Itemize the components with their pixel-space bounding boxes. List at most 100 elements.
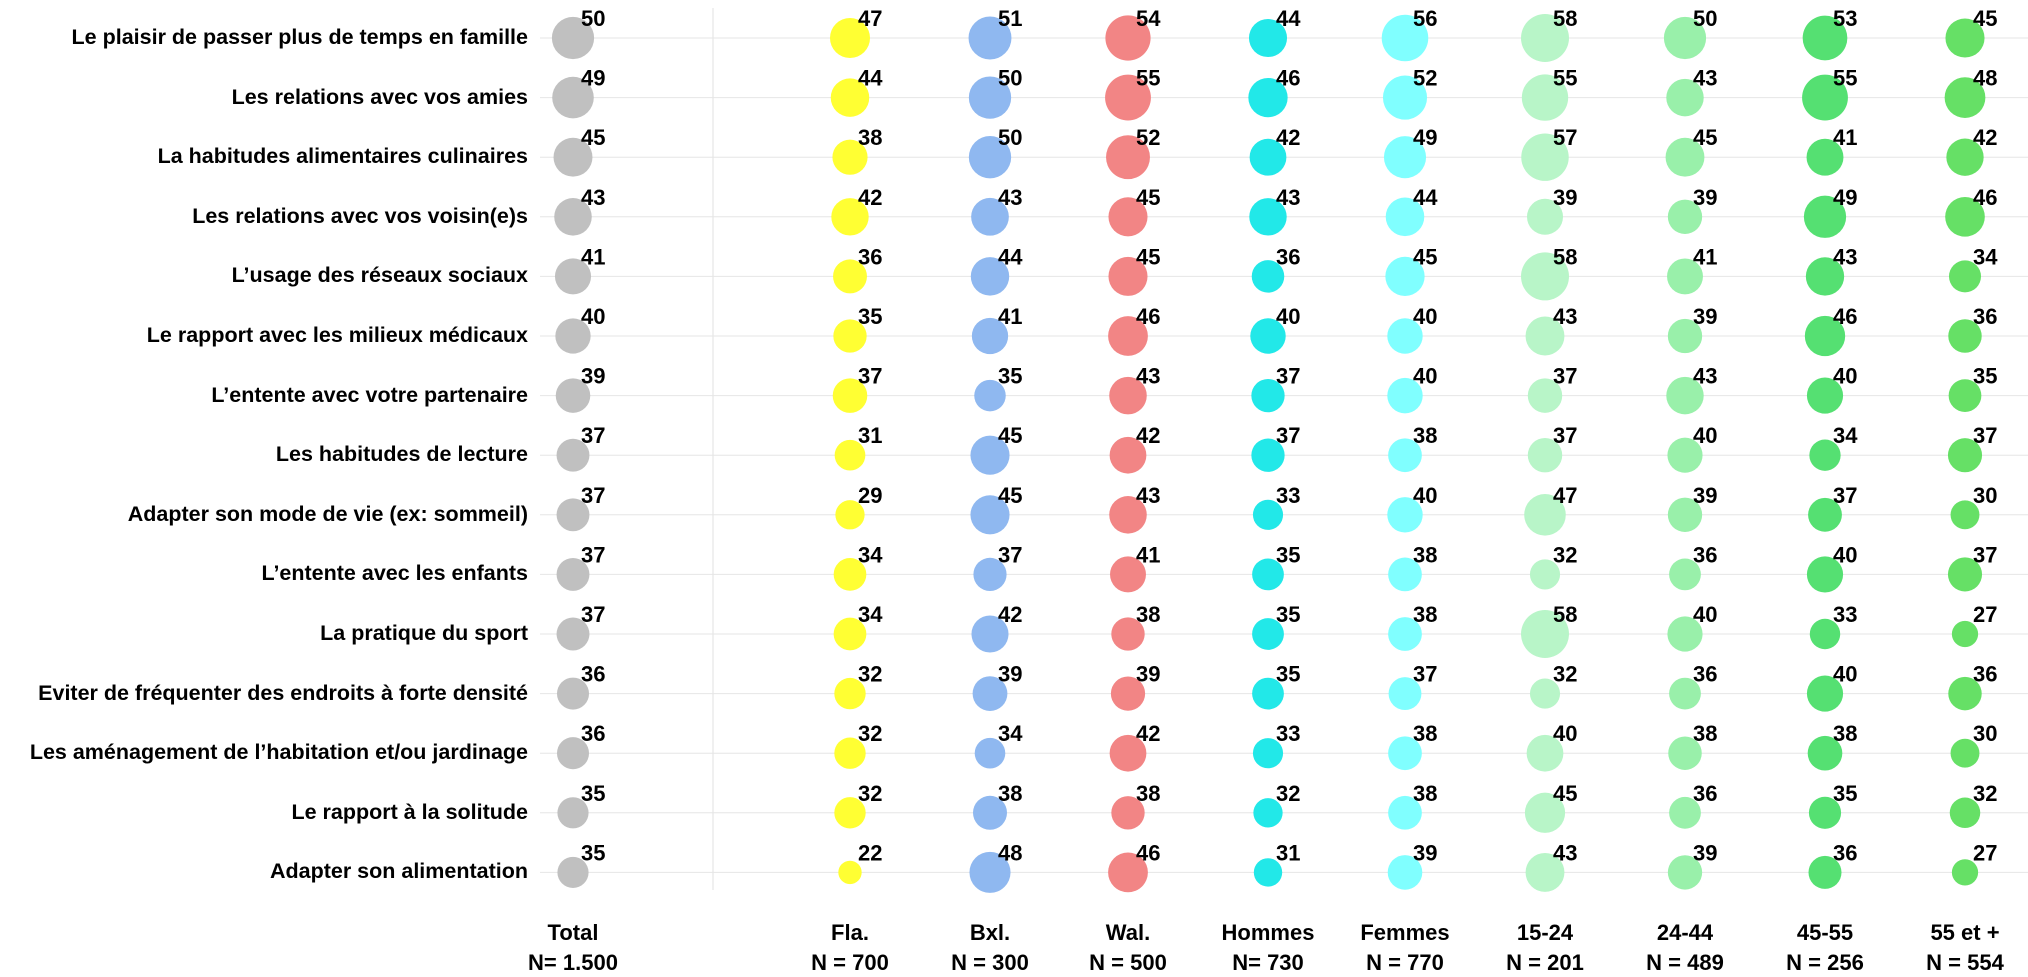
value-label: 32 bbox=[1276, 781, 1300, 806]
column-n: N = 201 bbox=[1506, 950, 1584, 975]
value-label: 22 bbox=[858, 840, 882, 865]
value-label: 37 bbox=[581, 542, 605, 567]
value-label: 39 bbox=[1136, 662, 1160, 687]
column-n: N = 770 bbox=[1366, 950, 1444, 975]
row-label: L’entente avec les enfants bbox=[261, 561, 528, 586]
value-label: 39 bbox=[581, 364, 605, 389]
bubble bbox=[1381, 14, 1429, 62]
value-label: 54 bbox=[1136, 6, 1161, 31]
value-label: 45 bbox=[1136, 244, 1160, 269]
column-n: N = 500 bbox=[1089, 950, 1167, 975]
column-name: 15-24 bbox=[1517, 920, 1574, 945]
row-label: La habitudes alimentaires culinaires bbox=[157, 144, 528, 169]
value-label: 42 bbox=[1136, 423, 1160, 448]
row-label: Le rapport à la solitude bbox=[291, 799, 528, 824]
value-label: 45 bbox=[1413, 244, 1437, 269]
value-label: 32 bbox=[858, 781, 882, 806]
row-label: L’usage des réseaux sociaux bbox=[231, 263, 528, 288]
value-label: 43 bbox=[1693, 364, 1717, 389]
bubble bbox=[1524, 494, 1566, 536]
bubble bbox=[1945, 196, 1985, 237]
bubble bbox=[1385, 256, 1425, 297]
value-label: 37 bbox=[1833, 483, 1857, 508]
bubble bbox=[1253, 798, 1283, 828]
bubble bbox=[1950, 500, 1980, 530]
bubble bbox=[556, 498, 590, 532]
bubble bbox=[1529, 678, 1561, 709]
bubble bbox=[970, 495, 1010, 535]
value-label: 42 bbox=[1276, 125, 1300, 150]
bubble bbox=[1524, 792, 1566, 833]
value-label: 43 bbox=[998, 185, 1022, 210]
bubble bbox=[833, 259, 867, 294]
value-label: 36 bbox=[1833, 840, 1857, 865]
value-label: 36 bbox=[1693, 542, 1717, 567]
bubble bbox=[1521, 14, 1569, 62]
value-label: 43 bbox=[1553, 304, 1577, 329]
bubble bbox=[1106, 135, 1150, 180]
bubble bbox=[1525, 852, 1565, 892]
value-label: 46 bbox=[1276, 66, 1300, 91]
value-label: 55 bbox=[1553, 66, 1577, 91]
value-label: 32 bbox=[1553, 662, 1577, 687]
bubble bbox=[1809, 439, 1841, 471]
bubble bbox=[968, 76, 1012, 119]
value-label: 37 bbox=[1553, 364, 1577, 389]
value-label: 27 bbox=[1973, 602, 1997, 627]
bubble bbox=[1105, 15, 1151, 61]
value-label: 40 bbox=[1833, 542, 1857, 567]
value-label: 37 bbox=[581, 602, 605, 627]
bubble bbox=[1527, 378, 1563, 413]
bubble bbox=[833, 617, 867, 651]
value-label: 35 bbox=[1276, 602, 1300, 627]
value-label: 36 bbox=[1693, 662, 1717, 687]
bubble bbox=[970, 257, 1010, 296]
value-label: 38 bbox=[1413, 781, 1437, 806]
value-label: 40 bbox=[1413, 304, 1437, 329]
bubble bbox=[1527, 437, 1563, 473]
bubble bbox=[1807, 735, 1843, 771]
bubble bbox=[1669, 796, 1701, 829]
bubble bbox=[555, 318, 591, 354]
bubble bbox=[1108, 256, 1148, 296]
bubble bbox=[1109, 496, 1147, 534]
bubble bbox=[831, 198, 869, 236]
value-label: 50 bbox=[998, 125, 1022, 150]
value-label: 43 bbox=[1136, 364, 1160, 389]
bubble bbox=[1248, 77, 1288, 118]
value-label: 46 bbox=[1136, 840, 1160, 865]
value-label: 38 bbox=[1693, 721, 1717, 746]
bubble bbox=[1252, 618, 1284, 650]
value-label: 58 bbox=[1553, 602, 1577, 627]
value-label: 40 bbox=[1833, 662, 1857, 687]
bubble bbox=[1947, 557, 1983, 592]
value-label: 37 bbox=[1276, 364, 1300, 389]
column-n: N= 730 bbox=[1232, 950, 1304, 975]
bubble bbox=[1387, 377, 1423, 414]
bubble bbox=[1388, 557, 1422, 592]
column-n: N= 1.500 bbox=[528, 950, 618, 975]
value-label: 38 bbox=[1833, 721, 1857, 746]
value-label: 37 bbox=[1973, 423, 1997, 448]
bubble bbox=[1805, 257, 1845, 296]
bubble bbox=[1526, 198, 1564, 235]
bubble bbox=[973, 557, 1007, 592]
bubble bbox=[1388, 617, 1422, 651]
value-label: 34 bbox=[858, 602, 883, 627]
bubble bbox=[1806, 675, 1844, 712]
bubble bbox=[1388, 736, 1422, 771]
value-label: 37 bbox=[581, 423, 605, 448]
value-label: 44 bbox=[998, 244, 1023, 269]
column-n: N = 489 bbox=[1646, 950, 1724, 975]
bubble bbox=[972, 795, 1008, 830]
bubble bbox=[1251, 378, 1285, 413]
bubble bbox=[829, 17, 871, 59]
value-label: 32 bbox=[1553, 542, 1577, 567]
value-label: 37 bbox=[858, 364, 882, 389]
value-label: 38 bbox=[1136, 781, 1160, 806]
column-name: 45-55 bbox=[1797, 920, 1853, 945]
value-label: 45 bbox=[1553, 781, 1577, 806]
value-label: 43 bbox=[1553, 840, 1577, 865]
bubble bbox=[1806, 138, 1844, 176]
bubble bbox=[1109, 436, 1147, 474]
